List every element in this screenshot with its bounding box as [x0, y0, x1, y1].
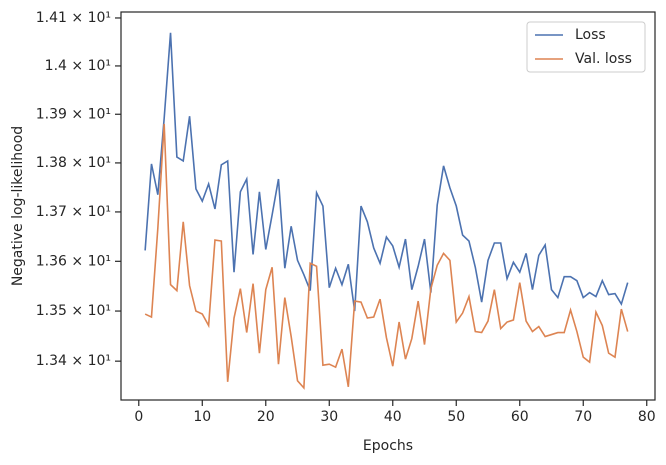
- legend-label: Loss: [575, 27, 606, 43]
- y-tick-label: 1.38 × 10¹: [36, 155, 111, 171]
- line-series: [144, 123, 629, 390]
- x-tick-label: 0: [134, 409, 143, 425]
- x-axis-label: Epochs: [363, 438, 413, 454]
- y-tick-label: 1.35 × 10¹: [36, 303, 111, 319]
- y-tick-label: 1.41 × 10¹: [36, 10, 111, 26]
- legend-label: Val. loss: [575, 51, 632, 67]
- axes-frame: [120, 11, 656, 401]
- y-axis-label: Negative log-likelihood: [10, 126, 26, 286]
- y-tick-label: 1.4 × 10¹: [45, 58, 111, 74]
- y-tick-label: 1.36 × 10¹: [36, 253, 111, 269]
- y-tick-label: 1.34 × 10¹: [36, 353, 111, 369]
- x-tick-label: 10: [193, 409, 211, 425]
- y-tick-label: 1.39 × 10¹: [36, 106, 111, 122]
- x-tick-label: 20: [257, 409, 275, 425]
- x-tick-label: 60: [511, 409, 529, 425]
- x-tick-label: 80: [638, 409, 656, 425]
- x-tick-label: 50: [447, 409, 465, 425]
- x-tick-label: 40: [384, 409, 402, 425]
- y-tick-label: 1.37 × 10¹: [36, 204, 111, 220]
- x-tick-label: 70: [574, 409, 592, 425]
- line-series: [144, 32, 629, 312]
- x-tick-label: 30: [320, 409, 338, 425]
